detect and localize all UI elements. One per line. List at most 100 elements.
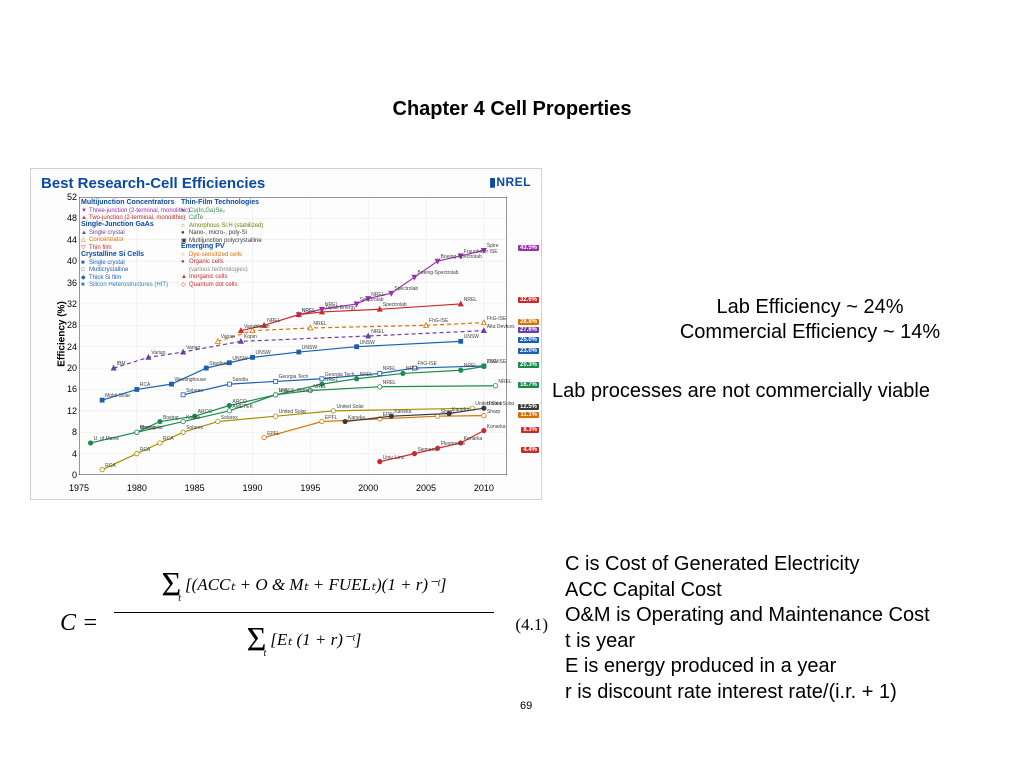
- legend-item: △Concentrator: [81, 237, 154, 245]
- legend-header: Multijunction Concentrators: [81, 199, 190, 208]
- sigma-sub-bot: t: [263, 648, 266, 659]
- chart-title: Best Research-Cell Efficiencies: [41, 175, 265, 192]
- x-tick-label: 1995: [300, 483, 320, 493]
- definition-line: ACC Capital Cost: [565, 578, 930, 604]
- x-tick-label: 1980: [127, 483, 147, 493]
- equation-number: (4.1): [515, 615, 548, 635]
- y-tick-label: 32: [61, 299, 77, 309]
- legend-item: ▼Three-junction (2-terminal, monolithic): [81, 208, 190, 216]
- legend-label: Cu(In,Ga)Se₂: [189, 208, 225, 214]
- legend-header: Crystalline Si Cells: [81, 251, 168, 260]
- legend-label: CdTe: [189, 215, 203, 221]
- formula-lhs: C =: [60, 610, 98, 637]
- efficiency-badge: 25.0%: [518, 337, 539, 343]
- cost-formula: C = Σ t [(ACCₜ + O & Mₜ + FUELₜ)(1 + r)⁻…: [60, 560, 530, 690]
- legend-marker-icon: ▲: [181, 274, 189, 282]
- legend-group: Multijunction Concentrators▼Three-juncti…: [81, 199, 190, 223]
- legend-label: Multicrystalline: [89, 267, 128, 273]
- legend-item: ○Dye-sensitized cells: [181, 252, 248, 260]
- y-tick-label: 52: [61, 192, 77, 202]
- y-tick-label: 36: [61, 278, 77, 288]
- y-tick-label: 16: [61, 384, 77, 394]
- legend-marker-icon: ○: [181, 215, 189, 223]
- legend-marker-icon: ●: [181, 259, 189, 267]
- sigma-sub-top: t: [178, 593, 181, 604]
- legend-label: Thick Si film: [89, 275, 121, 281]
- legend-item: ●Nano-, micro-, poly-Si: [181, 230, 263, 238]
- nrel-logo: ▮NREL: [489, 175, 531, 189]
- variable-definitions: C is Cost of Generated ElectricityACC Ca…: [565, 552, 930, 706]
- page-number: 69: [520, 700, 532, 712]
- legend-item: ◇Quantum dot cells: [181, 282, 248, 290]
- efficiency-badge: 43.5%: [518, 245, 539, 251]
- series-dye: [264, 416, 484, 438]
- efficiency-badge: 27.6%: [518, 327, 539, 333]
- y-tick-label: 28: [61, 320, 77, 330]
- nrel-efficiency-chart: Best Research-Cell Efficiencies ▮NREL Ef…: [30, 168, 542, 500]
- x-tick-label: 2000: [358, 483, 378, 493]
- y-tick-label: 20: [61, 363, 77, 373]
- legend-label: Thin film: [89, 245, 112, 251]
- legend-label: Amorphous Si:H (stabilized): [189, 223, 263, 229]
- x-tick-label: 1975: [69, 483, 89, 493]
- legend-label: Three-junction (2-terminal, monolithic): [89, 208, 190, 214]
- definition-line: E is energy produced in a year: [565, 654, 930, 680]
- y-tick-label: 40: [61, 256, 77, 266]
- legend-label: Single crystal: [89, 260, 125, 266]
- legend-label: Concentrator: [89, 237, 124, 243]
- definition-line: r is discount rate interest rate/(i.r. +…: [565, 680, 930, 706]
- legend-item: ○CdTe: [181, 215, 263, 223]
- formula-denominator: [Eₜ (1 + r)⁻ᵗ]: [270, 630, 361, 650]
- formula-numerator: [(ACCₜ + O & Mₜ + FUELₜ)(1 + r)⁻ᵗ]: [185, 575, 447, 595]
- efficiency-badge: 28.8%: [518, 319, 539, 325]
- legend-label: Dye-sensitized cells: [189, 252, 242, 258]
- legend-label: Silicon Heterostructures (HIT): [89, 282, 168, 288]
- legend-header: Single-Junction GaAs: [81, 221, 154, 230]
- definition-line: C is Cost of Generated Electricity: [565, 552, 930, 578]
- legend-item: ■Silicon Heterostructures (HIT): [81, 282, 168, 290]
- legend-group: Thin-Film Technologies●Cu(In,Ga)Se₂○CdTe…: [181, 199, 263, 245]
- y-axis-label: Efficiency (%): [56, 301, 67, 367]
- efficiency-badge: 11.1%: [518, 412, 539, 418]
- annotation-efficiencies: Lab Efficiency ~ 24% Commercial Efficien…: [610, 295, 1010, 345]
- chapter-title: Chapter 4 Cell Properties: [0, 98, 1024, 121]
- legend-item: (various technologies): [181, 267, 248, 275]
- series-gaas-single: [114, 331, 484, 368]
- efficiency-badge: 16.7%: [518, 382, 539, 388]
- legend-label: Nano-, micro-, poly-Si: [189, 230, 247, 236]
- legend-marker-icon: ●: [181, 230, 189, 238]
- y-tick-label: 0: [61, 470, 77, 480]
- legend-marker-icon: ○: [181, 252, 189, 260]
- series-organic: [380, 431, 484, 462]
- y-tick-label: 8: [61, 427, 77, 437]
- efficiency-badge: 12.5%: [518, 404, 539, 410]
- legend-marker-icon: △: [81, 237, 89, 245]
- efficiency-badge: 20.3%: [518, 362, 539, 368]
- legend-marker-icon: ■: [81, 282, 89, 290]
- lab-efficiency-text: Lab Efficiency ~ 24%: [610, 295, 1010, 320]
- y-tick-label: 24: [61, 342, 77, 352]
- x-tick-label: 1990: [242, 483, 262, 493]
- efficiency-badge: 32.6%: [518, 297, 539, 303]
- legend-label: Single crystal: [89, 230, 125, 236]
- legend-marker-icon: ▼: [81, 208, 89, 216]
- legend-group: Crystalline Si Cells■Single crystal□Mult…: [81, 251, 168, 290]
- y-tick-label: 44: [61, 235, 77, 245]
- legend-marker-icon: ▲: [81, 230, 89, 238]
- legend-item: □Multicrystalline: [81, 267, 168, 275]
- legend-header: Thin-Film Technologies: [181, 199, 263, 208]
- annotation-viability: Lab processes are not commercially viabl…: [552, 379, 930, 404]
- definition-line: t is year: [565, 629, 930, 655]
- x-tick-label: 2005: [416, 483, 436, 493]
- legend-group: Single-Junction GaAs▲Single crystal△Conc…: [81, 221, 154, 252]
- legend-marker-icon: ◆: [81, 275, 89, 283]
- legend-item: ◆Thick Si film: [81, 275, 168, 283]
- definition-line: O&M is Operating and Maintenance Cost: [565, 603, 930, 629]
- legend-item: ■Single crystal: [81, 260, 168, 268]
- legend-marker-icon: ■: [81, 260, 89, 268]
- legend-label: Organic cells: [189, 259, 224, 265]
- series-si-single: [102, 341, 461, 400]
- legend-item: ▲Inorganic cells: [181, 274, 248, 282]
- legend-label: Inorganic cells: [189, 274, 227, 280]
- legend-marker-icon: ●: [181, 208, 189, 216]
